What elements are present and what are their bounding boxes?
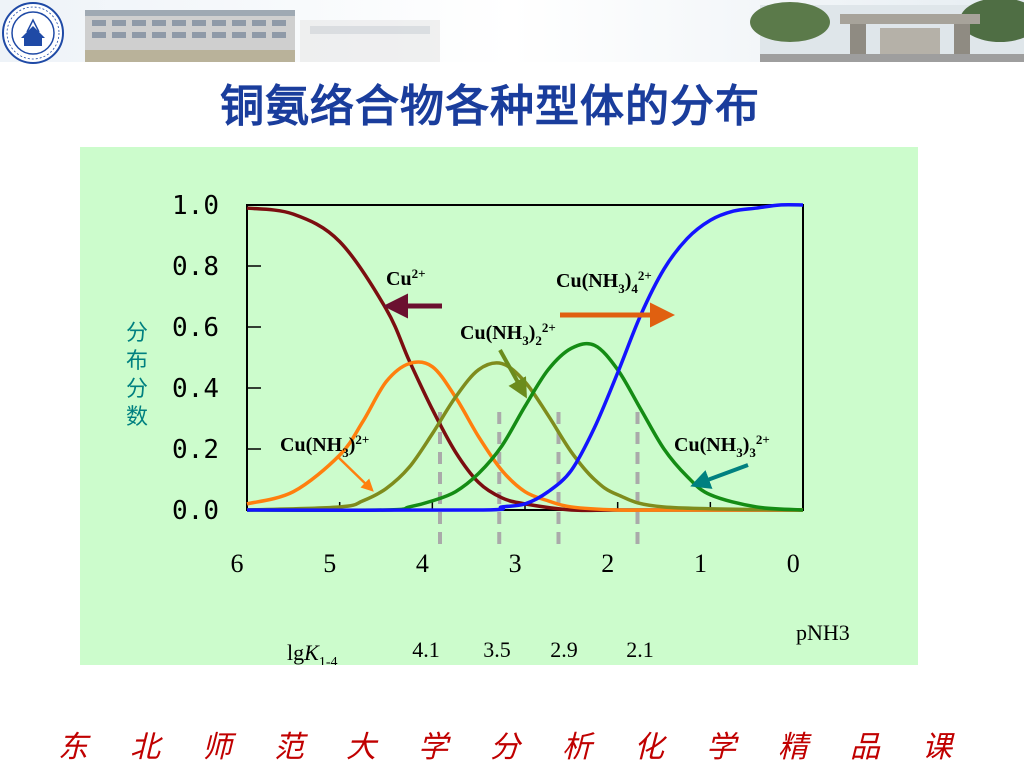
footer-char: 析 xyxy=(562,730,592,765)
cunh3-3-label-arrow xyxy=(690,463,749,489)
y-tick-label: 1.0 xyxy=(172,191,219,221)
footer-char: 学 xyxy=(706,730,736,765)
lgk-value: 3.5 xyxy=(483,637,511,662)
cunh3-4-label: Cu(NH3)42+ xyxy=(556,268,652,296)
y-tick-label: 0.8 xyxy=(172,252,219,282)
x-tick-label: 2 xyxy=(601,549,614,578)
footer-char: 师 xyxy=(202,730,232,765)
footer-char: 精 xyxy=(778,730,808,765)
cu-label: Cu2+ xyxy=(386,266,426,290)
footer-char: 范 xyxy=(274,730,304,765)
y-tick-label: 0.0 xyxy=(172,496,219,526)
footer-char: 分 xyxy=(490,730,520,765)
footer-char: 北 xyxy=(130,730,160,765)
x-tick-label: 0 xyxy=(787,549,800,578)
cunh3-3-label: Cu(NH3)32+ xyxy=(674,432,770,460)
x-tick-label: 5 xyxy=(323,549,336,578)
header-banner xyxy=(0,0,1024,62)
footer-char: 课 xyxy=(922,730,952,765)
cunh3-2-label-arrow xyxy=(498,349,527,399)
distribution-curves xyxy=(246,203,804,513)
course-footer: 东北师范大学分析化学精品课 xyxy=(0,722,1024,765)
cunh3-label: Cu(NH3)2+ xyxy=(280,432,369,460)
curve-cunh3-4 xyxy=(246,203,804,512)
footer-char: 大 xyxy=(346,730,376,765)
curve-cunh3 xyxy=(246,360,803,512)
y-tick-label: 0.6 xyxy=(172,313,219,343)
y-axis: 1.0 0.8 0.6 0.4 0.2 0.0 xyxy=(172,191,261,526)
x-tick-label: 6 xyxy=(231,549,244,578)
y-axis-label: 分布分数 xyxy=(126,321,148,430)
lgk-value: 2.1 xyxy=(626,637,654,662)
x-tick-label: 4 xyxy=(416,549,429,578)
x-axis-label: pNH3 xyxy=(796,620,850,645)
distribution-chart: 1.0 0.8 0.6 0.4 0.2 0.0 6 5 4 3 2 1 0 Cu2+ Cu(NH3)2… xyxy=(126,191,850,665)
university-logo xyxy=(2,2,64,64)
chart-panel xyxy=(80,147,918,665)
x-axis: 6 5 4 3 2 1 0 xyxy=(231,502,804,578)
lgk-value: 2.9 xyxy=(550,637,578,662)
y-tick-label: 0.4 xyxy=(172,374,219,404)
y-tick-label: 0.2 xyxy=(172,435,219,465)
slide-title: 铜氨络合物各种型体的分布 xyxy=(220,81,760,132)
x-tick-label: 1 xyxy=(694,549,707,578)
curve-cunh3-2 xyxy=(246,361,804,512)
lgk-values: 4.1 3.5 2.9 2.1 xyxy=(412,637,654,662)
campus-building-middle-image xyxy=(300,20,440,62)
cunh3-2-label: Cu(NH3)22+ xyxy=(460,320,556,348)
curve-cunh3-3 xyxy=(246,341,804,512)
footer-char: 学 xyxy=(418,730,448,765)
campus-building-left-image xyxy=(85,10,295,62)
cunh3-label-arrow xyxy=(337,456,374,492)
footer-char: 东 xyxy=(58,730,88,765)
x-tick-label: 3 xyxy=(509,549,522,578)
campus-gate-right-image xyxy=(750,0,1024,62)
footer-char: 化 xyxy=(634,730,664,765)
lgk-value: 4.1 xyxy=(412,637,440,662)
lgk-label: lgK1-4 xyxy=(287,640,337,665)
footer-char: 品 xyxy=(850,730,880,765)
